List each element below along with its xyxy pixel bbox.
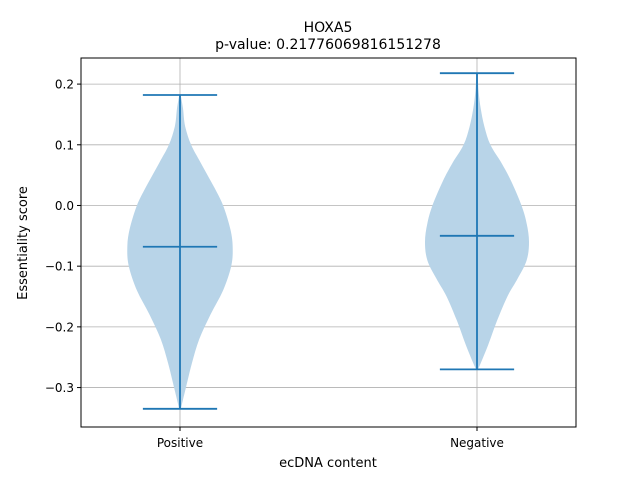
y-tick-label: 0.1 <box>55 138 74 152</box>
y-axis-label: Essentiality score <box>16 186 31 300</box>
plot-frame <box>80 57 577 428</box>
y-tick-label: −0.3 <box>45 381 74 395</box>
violin-bodies <box>127 73 529 410</box>
y-tick-label: 0.2 <box>55 78 74 92</box>
y-tick-label: −0.2 <box>45 320 74 334</box>
x-axis-label: ecDNA content <box>279 456 377 471</box>
violin-whiskers <box>142 72 515 410</box>
chart-subtitle: p-value: 0.21776069816151278 <box>215 37 441 53</box>
x-tick-label: Positive <box>157 436 203 450</box>
x-tick-label: Negative <box>450 436 504 450</box>
axes: 0.2 0.1 0.0 −0.1 −0.2 −0.3 Positive Negative <box>45 78 504 450</box>
chart-title: HOXA5 <box>304 20 353 36</box>
y-tick-label: −0.1 <box>45 260 74 274</box>
y-tick-label: 0.0 <box>55 199 74 213</box>
